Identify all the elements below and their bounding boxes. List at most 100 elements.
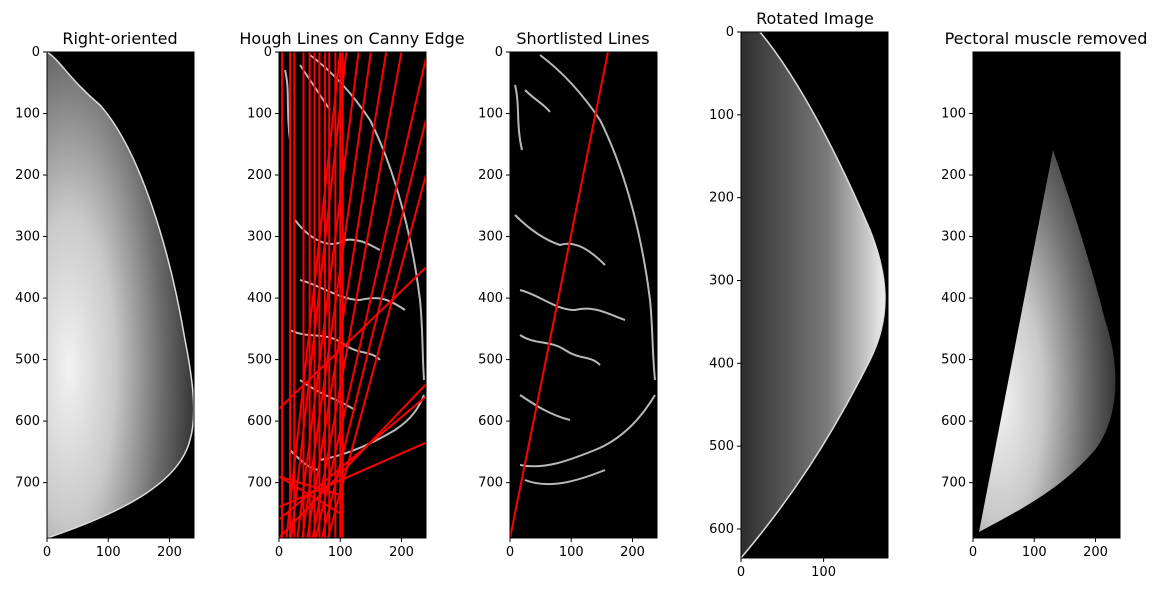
y-tick-label: 200 bbox=[478, 168, 503, 183]
x-tick-label: 100 bbox=[1022, 545, 1047, 560]
x-tick-label: 0 bbox=[506, 545, 514, 560]
axes-frame bbox=[278, 51, 427, 539]
x-tick-label: 200 bbox=[1083, 545, 1108, 560]
detected-line bbox=[285, 52, 342, 538]
panel-pectoral-removed: Pectoral muscle removed 0 100 200 100 200 300… bbox=[941, 29, 1147, 560]
edge-curve bbox=[539, 54, 656, 381]
detected-line bbox=[301, 52, 372, 538]
image-background bbox=[279, 52, 426, 538]
skin-edge bbox=[46, 51, 195, 539]
edge-curve bbox=[524, 89, 551, 113]
x-tick-label: 200 bbox=[157, 545, 182, 560]
axes-frame bbox=[509, 51, 658, 539]
panel-title: Rotated Image bbox=[756, 9, 874, 28]
y-tick-label: 600 bbox=[478, 414, 503, 429]
axes-1: 0 100 200 0 100 200 300 400 500 600 700 bbox=[15, 45, 195, 560]
y-tick-label: 700 bbox=[941, 476, 966, 491]
y-tick-label: 600 bbox=[247, 414, 272, 429]
y-tick-label: 300 bbox=[478, 230, 503, 245]
y-tick-label: 0 bbox=[495, 45, 503, 60]
y-tick-label: 300 bbox=[709, 274, 734, 289]
y-tick-label: 700 bbox=[478, 476, 503, 491]
x-tick-label: 100 bbox=[96, 545, 121, 560]
axes-frame bbox=[740, 31, 889, 559]
y-tick-label: 600 bbox=[709, 522, 734, 537]
axes-4: 0 100 0 100 200 300 400 500 600 bbox=[709, 25, 889, 580]
detected-line bbox=[279, 395, 426, 521]
y-tick-label: 700 bbox=[247, 476, 272, 491]
axes-frame bbox=[972, 51, 1121, 539]
detected-line bbox=[279, 383, 426, 538]
y-tick-label: 500 bbox=[15, 353, 40, 368]
edge-curve bbox=[524, 469, 606, 486]
y-tick-label: 400 bbox=[941, 291, 966, 306]
x-tick-label: 0 bbox=[969, 545, 977, 560]
rotated-tissue-image bbox=[741, 32, 885, 558]
panel-shortlisted-lines: Shortlisted Lines 0 100 200 0 100 200 300 400 50… bbox=[478, 29, 658, 560]
y-tick-label: 0 bbox=[264, 45, 272, 60]
x-tick-label: 100 bbox=[811, 565, 836, 580]
hough-lines bbox=[279, 52, 426, 538]
x-tick-label: 0 bbox=[737, 565, 745, 580]
axes-3: 0 100 200 0 100 200 300 400 500 600 700 bbox=[478, 45, 658, 560]
y-tick-label: 100 bbox=[941, 107, 966, 122]
edge-curve bbox=[519, 289, 626, 321]
detected-line bbox=[296, 52, 360, 538]
skin-edge bbox=[740, 31, 886, 559]
shortlisted-line bbox=[510, 52, 609, 538]
detected-line bbox=[279, 475, 341, 515]
y-tick-label: 100 bbox=[15, 107, 40, 122]
axes-2: 0 100 200 0 100 200 300 400 500 600 700 bbox=[247, 45, 427, 560]
detected-line bbox=[311, 52, 403, 538]
y-tick-label: 300 bbox=[247, 230, 272, 245]
edge-curve bbox=[514, 214, 606, 266]
panel-right-oriented: Right-oriented 0 100 200 0 100 200 300 400 500 60… bbox=[15, 29, 195, 560]
panel-title: Hough Lines on Canny Edge bbox=[239, 29, 464, 48]
y-tick-label: 400 bbox=[247, 291, 272, 306]
edge-curve bbox=[514, 84, 523, 151]
y-tick-label: 100 bbox=[709, 108, 734, 123]
y-tick-label: 600 bbox=[15, 414, 40, 429]
y-tick-label: 200 bbox=[15, 168, 40, 183]
y-tick-label: 100 bbox=[478, 107, 503, 122]
y-tick-label: 100 bbox=[247, 107, 272, 122]
y-tick-label: 300 bbox=[15, 230, 40, 245]
x-tick-label: 100 bbox=[328, 545, 353, 560]
y-tick-label: 500 bbox=[941, 353, 966, 368]
y-tick-label: 400 bbox=[478, 291, 503, 306]
breast-tissue-image bbox=[47, 52, 194, 538]
canny-edges bbox=[514, 54, 656, 486]
y-tick-label: 600 bbox=[941, 414, 966, 429]
y-tick-label: 700 bbox=[15, 476, 40, 491]
y-tick-label: 500 bbox=[247, 353, 272, 368]
axes-frame bbox=[46, 51, 195, 539]
detected-line bbox=[510, 52, 609, 538]
y-tick-label: 200 bbox=[247, 168, 272, 183]
detected-line bbox=[279, 475, 341, 496]
y-tick-label: 200 bbox=[941, 168, 966, 183]
detected-line bbox=[306, 52, 388, 538]
y-tick-label: 400 bbox=[15, 291, 40, 306]
detected-line bbox=[279, 441, 426, 509]
edge-curve bbox=[519, 394, 571, 421]
x-tick-label: 100 bbox=[559, 545, 584, 560]
pectoral-removed-tissue-image bbox=[979, 150, 1116, 532]
panel-title: Shortlisted Lines bbox=[516, 29, 649, 48]
y-tick-label: 200 bbox=[709, 191, 734, 206]
x-tick-label: 200 bbox=[389, 545, 414, 560]
x-tick-label: 0 bbox=[275, 545, 283, 560]
edge-curve bbox=[519, 394, 656, 468]
panel-title: Right-oriented bbox=[62, 29, 177, 48]
y-tick-label: 500 bbox=[478, 353, 503, 368]
edge-curve bbox=[519, 334, 601, 366]
y-tick-label: 0 bbox=[32, 45, 40, 60]
y-tick-label: 300 bbox=[941, 230, 966, 245]
y-tick-label: 0 bbox=[726, 25, 734, 40]
y-tick-label: 400 bbox=[709, 356, 734, 371]
x-tick-label: 0 bbox=[43, 545, 51, 560]
detected-line bbox=[290, 52, 348, 538]
panel-rotated-image: Rotated Image 0 100 0 100 200 300 400 500 600 bbox=[709, 9, 889, 580]
panel-title: Pectoral muscle removed bbox=[945, 29, 1148, 48]
axes-5: 0 100 200 100 200 300 400 500 600 700 bbox=[941, 51, 1121, 560]
